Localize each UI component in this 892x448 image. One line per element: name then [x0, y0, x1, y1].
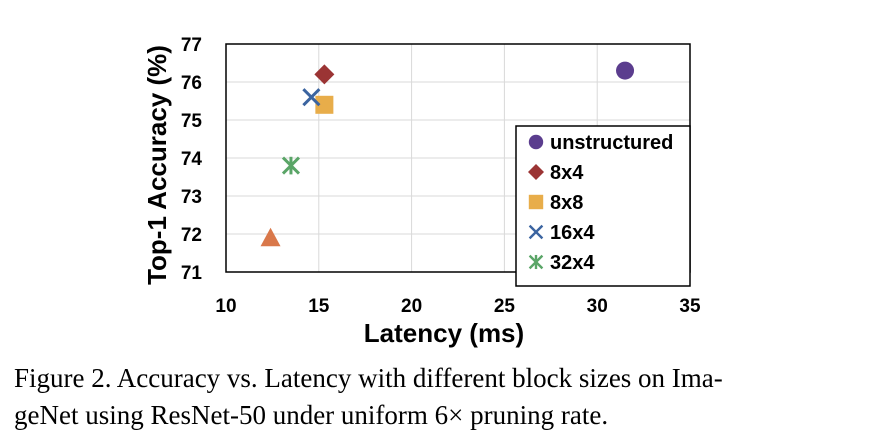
data-point-unstructured-point	[616, 61, 635, 80]
legend-label-unstructured: unstructured	[550, 132, 673, 154]
y-tick-label: 73	[181, 187, 202, 208]
legend-marker-32x4	[528, 254, 544, 270]
y-tick-label: 74	[181, 149, 203, 170]
data-point-8x8-point	[315, 95, 334, 114]
legend-label-16x4: 16x4	[550, 222, 595, 244]
tick-labels: 10 15 20 25 30 35 71 72 73 74 75 76 77	[181, 35, 701, 317]
y-axis-title: Top-1 Accuracy (%)	[142, 45, 172, 285]
legend-label-8x8: 8x8	[550, 192, 583, 214]
x-tick-label: 30	[587, 296, 608, 317]
x-tick-label: 15	[308, 296, 330, 317]
data-point-32x4-point	[281, 156, 301, 175]
data-point-unlabeled-point	[260, 227, 281, 247]
x-tick-label: 35	[679, 296, 701, 317]
caption-line-1: Figure 2. Accuracy vs. Latency with diff…	[14, 363, 723, 393]
legend-label-8x4: 8x4	[550, 162, 584, 184]
legend-box	[515, 125, 691, 287]
x-tick-label: 20	[401, 296, 422, 317]
figure-caption: Figure 2. Accuracy vs. Latency with diff…	[14, 360, 880, 434]
data-point-8x4-point	[314, 64, 335, 85]
y-tick-label: 72	[181, 225, 202, 246]
y-tick-label: 77	[181, 35, 202, 56]
y-tick-label: 76	[181, 73, 202, 94]
x-tick-label: 10	[215, 296, 236, 317]
y-tick-label: 71	[181, 263, 203, 284]
legend-marker-unstructured	[528, 134, 544, 150]
legend-marker-8x8	[528, 194, 544, 210]
x-axis-title: Latency (ms)	[364, 318, 524, 348]
legend-label-32x4: 32x4	[550, 252, 595, 274]
legend-marker-8x4	[528, 164, 544, 180]
caption-line-2: geNet using ResNet-50 under uniform 6× p…	[14, 400, 609, 430]
data-point-16x4-point	[302, 88, 321, 107]
legend: unstructured 8x4 8x8 16x4 32x4	[515, 125, 691, 287]
data-points	[260, 61, 635, 247]
x-tick-label: 25	[494, 296, 516, 317]
legend-marker-16x4	[528, 224, 544, 240]
y-tick-label: 75	[181, 111, 203, 132]
